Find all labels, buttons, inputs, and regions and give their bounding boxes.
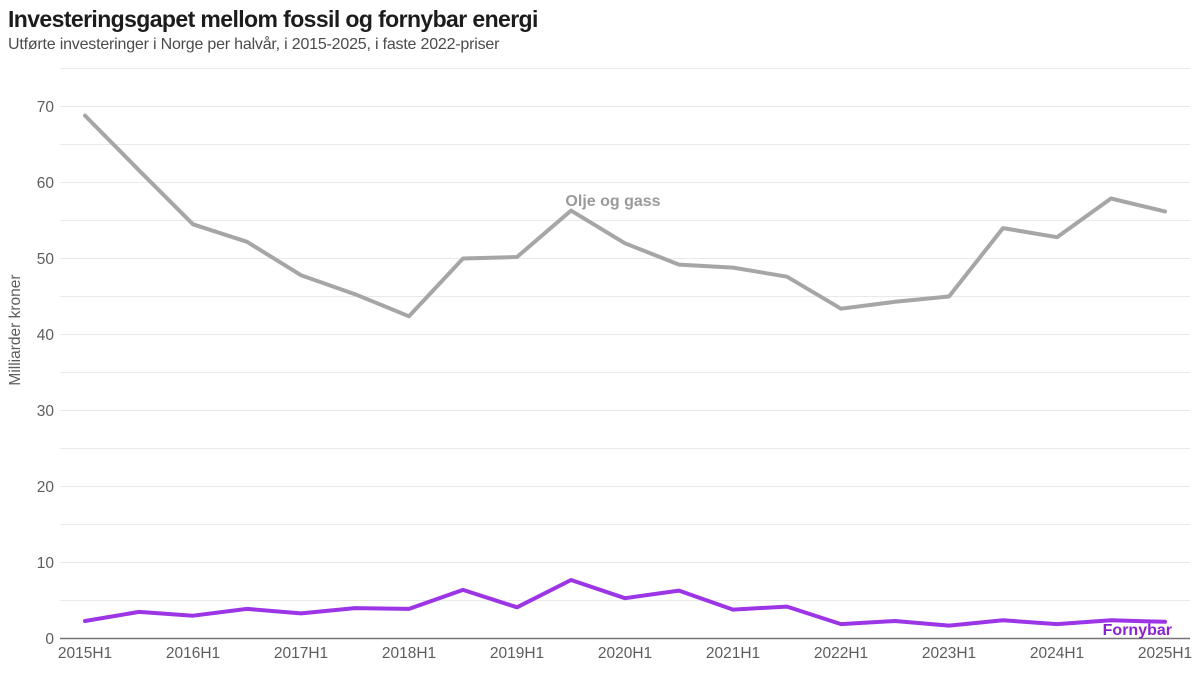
- series-line-olje-og-gass: [83, 113, 1167, 319]
- x-tick-label: 2016H1: [166, 645, 220, 662]
- x-tick-label: 2020H1: [598, 645, 652, 662]
- series-label-olje-og-gass: Olje og gass: [565, 193, 660, 210]
- x-tick-label: 2019H1: [490, 645, 544, 662]
- x-tick-label: 2023H1: [922, 645, 976, 662]
- chart-subtitle: Utførte investeringer i Norge per halvår…: [8, 36, 500, 53]
- y-tick-label: 30: [37, 403, 55, 420]
- x-tick-label: 2021H1: [706, 645, 760, 662]
- series-line-fornybar: [83, 578, 1167, 628]
- y-tick-label: 50: [37, 251, 55, 268]
- x-tick-label: 2022H1: [814, 645, 868, 662]
- x-tick-label: 2015H1: [58, 645, 112, 662]
- y-axis-title: Milliarder kroner: [7, 274, 24, 385]
- y-tick-label: 70: [37, 99, 55, 116]
- y-tick-label: 40: [37, 327, 55, 344]
- chart-title: Investeringsgapet mellom fossil og forny…: [8, 6, 538, 32]
- x-tick-label: 2024H1: [1030, 645, 1084, 662]
- x-tick-label: 2025H1: [1138, 645, 1192, 662]
- y-tick-label: 20: [37, 479, 55, 496]
- x-tick-label: 2018H1: [382, 645, 436, 662]
- y-tick-label: 10: [37, 555, 55, 572]
- series-label-fornybar: Fornybar: [1103, 622, 1172, 639]
- y-tick-label: 0: [45, 631, 54, 648]
- y-tick-label: 60: [37, 175, 55, 192]
- x-tick-label: 2017H1: [274, 645, 328, 662]
